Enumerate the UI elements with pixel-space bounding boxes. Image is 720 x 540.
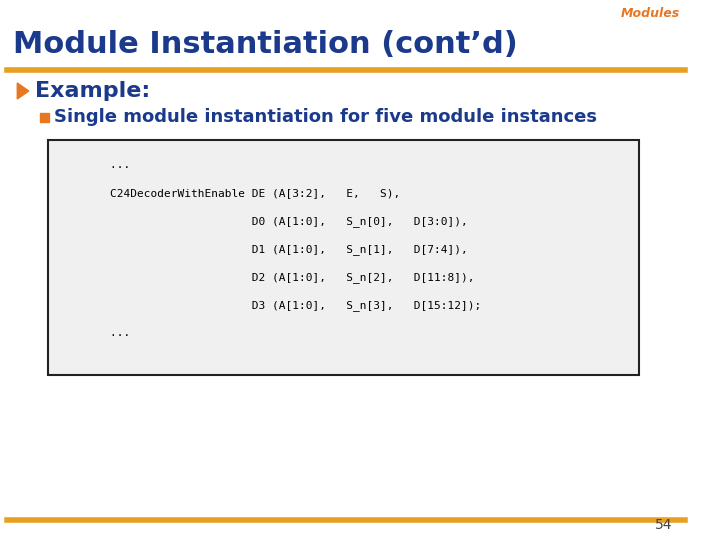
Polygon shape [17,83,29,99]
Text: Single module instantiation for five module instances: Single module instantiation for five mod… [54,108,597,126]
Text: D0 (A[1:0],   S_n[0],   D[3:0]),: D0 (A[1:0], S_n[0], D[3:0]), [55,216,467,227]
Text: D1 (A[1:0],   S_n[1],   D[7:4]),: D1 (A[1:0], S_n[1], D[7:4]), [55,244,467,255]
Text: Example:: Example: [35,81,150,101]
Text: C24DecoderWithEnable DE (A[3:2],   E,   S),: C24DecoderWithEnable DE (A[3:2], E, S), [55,188,400,198]
Text: ...: ... [55,328,130,338]
Text: D3 (A[1:0],   S_n[3],   D[15:12]);: D3 (A[1:0], S_n[3], D[15:12]); [55,300,481,311]
Text: D2 (A[1:0],   S_n[2],   D[11:8]),: D2 (A[1:0], S_n[2], D[11:8]), [55,272,474,283]
Text: Modules: Modules [621,7,680,20]
FancyBboxPatch shape [48,140,639,375]
Bar [40,112,49,122]
Text: ...: ... [55,160,130,170]
Text: Module Instantiation (cont’d): Module Instantiation (cont’d) [14,30,518,59]
Text: 54: 54 [655,518,672,532]
